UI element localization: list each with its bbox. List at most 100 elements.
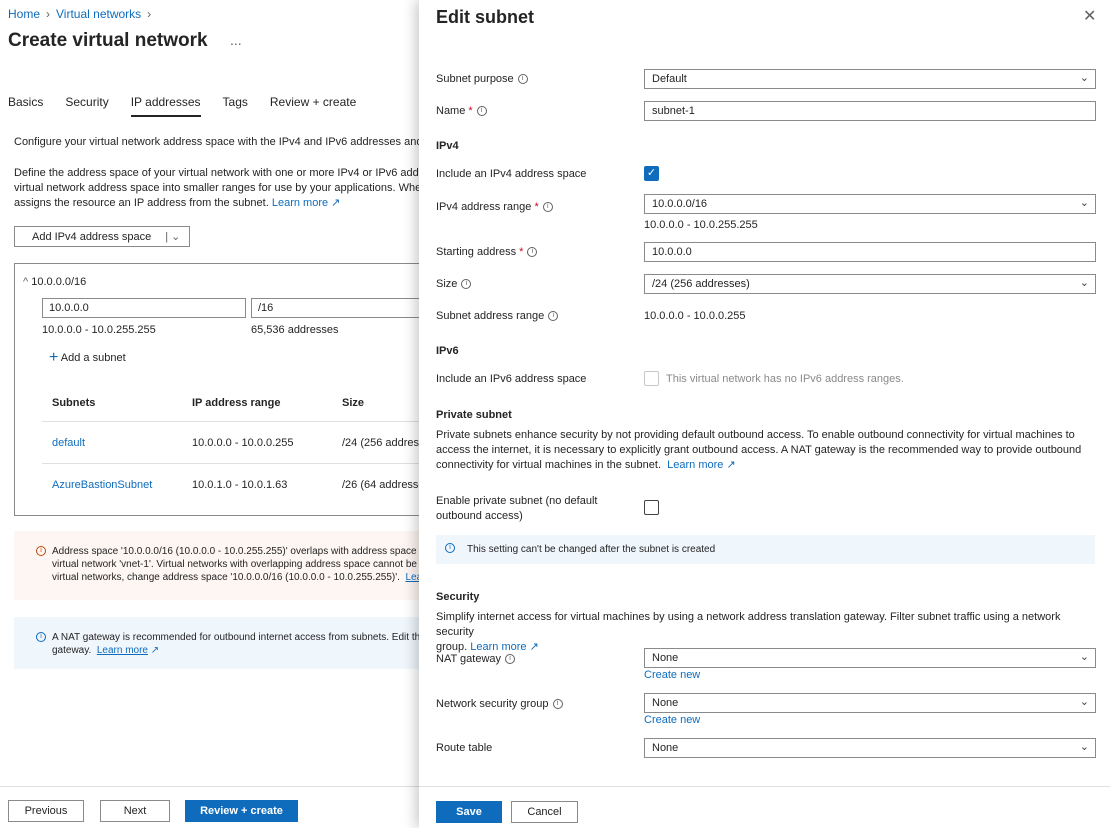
- address-count: 65,536 addresses: [251, 324, 339, 336]
- add-subnet-button[interactable]: + Add a subnet: [49, 349, 126, 367]
- nsg-select[interactable]: None ⌄: [644, 693, 1096, 713]
- learn-more-link[interactable]: Learn more: [470, 641, 527, 653]
- info-icon: i: [505, 654, 516, 665]
- learn-more-link[interactable]: Learn more: [271, 197, 329, 209]
- subnet-range-value: 10.0.0.0 - 10.0.0.255: [644, 310, 746, 322]
- close-icon[interactable]: ✕: [1083, 8, 1097, 25]
- desc-line: Simplify internet access for virtual mac…: [436, 611, 1061, 638]
- create-new-nsg-link[interactable]: Create new: [644, 714, 701, 726]
- tab-review-create[interactable]: Review + create: [269, 95, 357, 109]
- include-ipv6-checkbox[interactable]: [644, 371, 659, 386]
- enable-private-label: Enable private subnet (no default outboun…: [436, 494, 597, 524]
- subnets-header-row: Subnets IP address range Size: [42, 386, 442, 422]
- select-value: Default: [652, 73, 687, 85]
- breadcrumb-home[interactable]: Home: [8, 7, 41, 21]
- desc-line: Private subnets enhance security by not …: [436, 429, 1075, 441]
- info-icon: i: [445, 543, 455, 553]
- nat-gateway-label: NAT gateway i: [436, 653, 516, 665]
- nsg-label: Network security group i: [436, 698, 563, 710]
- route-table-select[interactable]: None ⌄: [644, 738, 1096, 758]
- add-subnet-label: Add a subnet: [60, 351, 126, 364]
- add-ipv4-label: Add IPv4 address space: [32, 230, 152, 243]
- address-range: 10.0.0.0 - 10.0.255.255: [42, 324, 156, 336]
- address-space-cidr: 10.0.0.0/16: [31, 276, 87, 288]
- chevron-down-icon: ⌄: [1079, 741, 1089, 753]
- ipv4-range-select[interactable]: 10.0.0.0/16 ⌄: [644, 194, 1096, 214]
- label-text: Subnet purpose: [436, 73, 514, 85]
- chevron-down-icon: ⌄: [1079, 197, 1089, 209]
- ipv4-range-label: IPv4 address range * i: [436, 201, 553, 213]
- nat-info-banner: i A NAT gateway is recommended for outbo…: [14, 617, 434, 669]
- size-select[interactable]: /24 (256 addresses) ⌄: [644, 274, 1096, 294]
- label-line: Enable private subnet (no default: [436, 495, 598, 507]
- save-button[interactable]: Save: [436, 801, 502, 823]
- subnet-purpose-label: Subnet purpose i: [436, 73, 528, 85]
- intro-text: Configure your virtual network address s…: [14, 136, 438, 148]
- chevron-down-icon: ⌄: [1079, 72, 1089, 84]
- chevron-down-icon: ⌄: [1079, 696, 1089, 708]
- subnet-link[interactable]: default: [52, 437, 86, 449]
- tab-basics[interactable]: Basics: [8, 95, 44, 109]
- subnet-size: /26 (64 addresse: [342, 479, 425, 491]
- info-icon: i: [552, 699, 563, 710]
- include-ipv6-label: Include an IPv6 address space: [436, 373, 587, 385]
- define-line: assigns the resource an IP address from …: [14, 197, 269, 209]
- starting-address-input[interactable]: 10.0.0.0: [644, 242, 1096, 262]
- include-ipv4-checkbox[interactable]: ✓: [644, 166, 659, 181]
- address-space-header[interactable]: ^ 10.0.0.0/16: [23, 276, 86, 288]
- warning-learn-link[interactable]: Learn: [406, 572, 432, 583]
- info-icon: i: [461, 279, 472, 290]
- info-icon: i: [542, 202, 553, 213]
- desc-line: group.: [436, 641, 468, 653]
- chevron-right-icon: ›: [46, 7, 51, 21]
- subnet-range: 10.0.1.0 - 10.0.1.63: [192, 479, 288, 491]
- select-value: None: [652, 652, 679, 664]
- size-label: Size i: [436, 278, 472, 290]
- create-new-nat-link[interactable]: Create new: [644, 669, 701, 681]
- external-link-icon: ↗: [529, 641, 539, 653]
- select-value: None: [652, 742, 679, 754]
- warning-line: Address space '10.0.0.0/16 (10.0.0.0 - 1…: [52, 546, 433, 557]
- review-create-button[interactable]: Review + create: [185, 800, 298, 822]
- label-text: IPv4 address range: [436, 201, 532, 213]
- subnet-link[interactable]: AzureBastionSubnet: [52, 479, 153, 491]
- col-size: Size: [342, 397, 365, 409]
- previous-button[interactable]: Previous: [8, 800, 84, 822]
- private-subnet-desc: Private subnets enhance security by not …: [436, 428, 1096, 473]
- label-text: Subnet address range: [436, 310, 545, 322]
- desc-line: access the internet, it is necessary to …: [436, 444, 1082, 456]
- enable-private-checkbox[interactable]: [644, 500, 659, 515]
- label-line: outbound access): [436, 510, 523, 522]
- address-input[interactable]: 10.0.0.0: [42, 298, 246, 318]
- desc-line: connectivity for virtual machines in the…: [436, 459, 662, 471]
- edit-subnet-panel: Edit subnet ✕ Subnet purpose i Default ⌄ N…: [419, 0, 1110, 828]
- footer-divider: [0, 786, 420, 787]
- tab-tags[interactable]: Tags: [222, 95, 248, 109]
- security-heading: Security: [436, 591, 480, 603]
- external-link-icon: ↗: [726, 459, 736, 471]
- nat-gateway-select[interactable]: None ⌄: [644, 648, 1096, 668]
- route-table-label: Route table: [436, 742, 493, 754]
- subnet-purpose-select[interactable]: Default ⌄: [644, 69, 1096, 89]
- nat-learn-link[interactable]: Learn more: [96, 645, 148, 656]
- tab-ip-addresses[interactable]: IP addresses: [130, 95, 201, 117]
- name-input[interactable]: subnet-1: [644, 101, 1096, 121]
- learn-more-link[interactable]: Learn more: [667, 459, 724, 471]
- label-text: NAT gateway: [436, 653, 502, 665]
- private-info-banner: i This setting can't be changed after th…: [436, 535, 1095, 564]
- select-value: /24 (256 addresses): [652, 278, 750, 290]
- address-space-card: ^ 10.0.0.0/16 10.0.0.0 /16 10.0.0.0 - 10…: [14, 263, 442, 516]
- cancel-button[interactable]: Cancel: [511, 801, 578, 823]
- ipv6-note: This virtual network has no IPv6 address…: [666, 373, 904, 385]
- next-button[interactable]: Next: [100, 800, 170, 822]
- security-desc: Simplify internet access for virtual mac…: [436, 610, 1096, 655]
- add-ipv4-space-button[interactable]: Add IPv4 address space | ⌄: [14, 226, 190, 247]
- prefix-input[interactable]: /16: [251, 298, 441, 318]
- subnet-range-label: Subnet address range i: [436, 310, 559, 322]
- chevron-down-icon[interactable]: | ⌄: [165, 231, 181, 243]
- tab-security[interactable]: Security: [65, 95, 109, 109]
- breadcrumb-virtual-networks[interactable]: Virtual networks: [56, 7, 142, 21]
- more-icon[interactable]: ...: [230, 32, 242, 48]
- nat-info-line: A NAT gateway is recommended for outboun…: [52, 632, 421, 643]
